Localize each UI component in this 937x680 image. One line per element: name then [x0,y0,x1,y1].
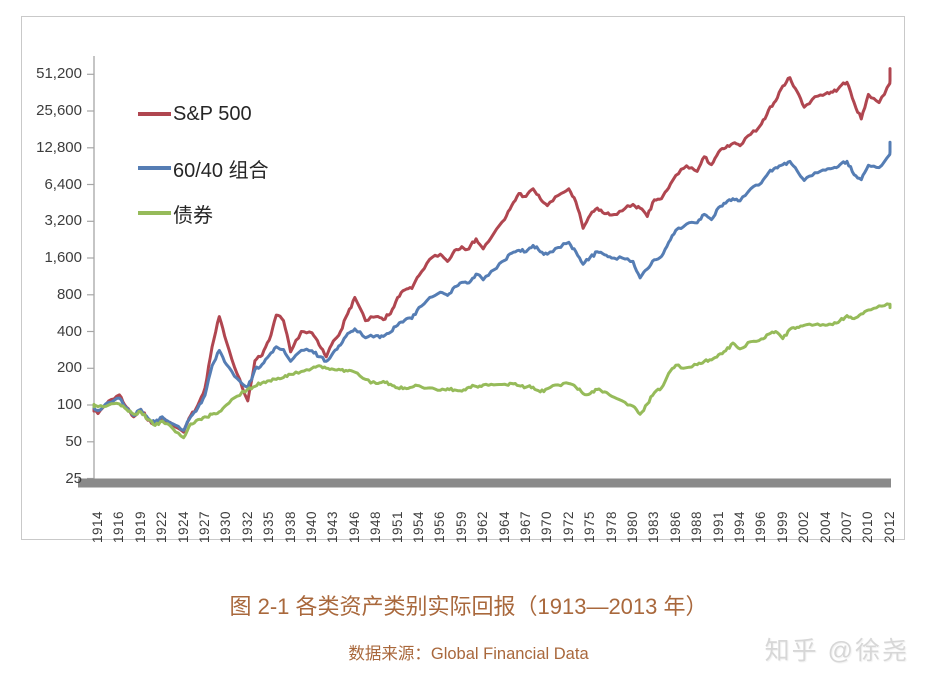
x-tick-label: 1959 [453,510,469,543]
x-tick-label: 1930 [218,510,234,543]
x-tick-label: 1940 [304,510,319,543]
y-tick-label: 1,600 [44,249,82,266]
x-tick-label: 1927 [197,510,212,543]
x-tick-label: 1978 [603,510,619,543]
x-tick-label: 1988 [689,510,705,543]
legend-label: S&P 500 [173,102,252,125]
x-tick-label: 1975 [582,510,598,543]
x-tick-label: 1935 [261,510,277,543]
legend-label: 债券 [173,204,213,227]
y-tick-label: 12,800 [36,138,82,156]
x-tick-label: 1948 [368,510,384,543]
plot-area [78,56,892,488]
x-tick-label: 1983 [646,510,662,543]
y-tick-label: 3,200 [44,212,82,230]
legend-label: 60/40 组合 [173,159,269,182]
series-line-1 [92,67,892,434]
x-tick-label: 1943 [325,510,341,543]
legend-item: 债券 [138,197,213,229]
x-tick-label: 1922 [154,510,170,543]
x-tick-label: 2012 [881,510,897,543]
legend-swatch-icon [138,112,171,116]
y-tick-label: 25 [65,469,82,487]
chart-caption-title: 图 2-1 各类资产类别实际回报（1913—2013 年） [229,594,708,619]
y-tick-label: 6,400 [44,175,82,193]
x-tick-label: 1956 [432,510,448,543]
y-tick-label: 51,200 [36,65,82,83]
x-tick-label: 1938 [282,510,298,543]
x-tick-label: 1967 [518,510,533,543]
y-tick-label: 100 [56,396,82,413]
x-tick-label: 1994 [732,510,747,543]
y-tick-label: 200 [56,359,82,377]
x-tick-label: 1970 [539,510,555,543]
x-tick-label: 2010 [860,510,876,543]
x-tick-label: 2002 [796,510,812,543]
x-tick-label: 1964 [496,510,512,543]
x-axis-bar [78,478,891,488]
x-tick-label: 1991 [710,510,726,543]
legend-item: 60/40 组合 [138,152,269,184]
x-tick-label: 1999 [774,510,790,543]
watermark: 知乎 @徐尧 [764,637,909,665]
y-tick-label: 50 [65,432,82,450]
chart-caption-source: 数据来源：Global Financial Data [348,645,589,663]
x-tick-label: 1946 [346,510,362,543]
x-tick-label: 1972 [560,510,576,543]
y-tick-label: 25,600 [36,102,82,119]
x-tick-label: 1962 [475,510,491,543]
x-tick-label: 2007 [839,510,854,543]
legend-item: S&P 500 [138,98,252,130]
x-tick-label: 2004 [817,510,833,543]
series-line-2 [92,140,892,432]
y-tick-label: 400 [56,322,82,340]
x-tick-label: 1914 [90,510,105,543]
x-tick-label: 1919 [132,510,148,543]
legend-swatch-icon [138,166,171,170]
chart-frame: 51,200 25,600 12,800 6,400 3,200 1,600 800 400 2… [21,16,905,543]
x-tick-label: 1954 [411,510,426,543]
x-tick-label: 1932 [239,510,255,543]
series-line-3 [92,302,892,440]
legend-swatch-icon [138,211,171,215]
x-tick-label: 1951 [389,510,405,543]
x-tick-label: 1986 [667,510,683,543]
x-tick-label: 1980 [625,510,640,543]
y-tick-label: 800 [56,285,82,303]
x-tick-label: 1996 [753,510,769,543]
x-tick-label: 1924 [175,510,191,543]
x-tick-label: 1916 [111,510,127,543]
